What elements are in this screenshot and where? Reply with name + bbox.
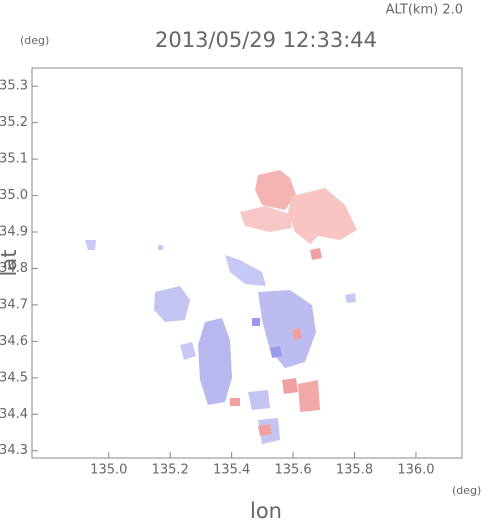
x-tick-label: 135.4 — [213, 463, 250, 478]
echo-negative — [345, 293, 356, 303]
y-tick-label: 34.9 — [0, 225, 28, 240]
x-tick-label: 135.8 — [336, 463, 373, 478]
echo-positive — [292, 328, 302, 340]
echo-positive — [255, 170, 296, 210]
echo-negative — [180, 342, 196, 360]
echo-positive — [230, 398, 240, 406]
echo-negative — [154, 286, 190, 322]
echo-negative — [248, 390, 270, 410]
x-axis-label: lon — [250, 499, 282, 521]
y-tick-label: 35.3 — [0, 79, 28, 94]
echo-positive — [298, 380, 320, 412]
y-unit: (deg) — [20, 34, 49, 47]
y-tick-label: 34.4 — [0, 407, 28, 422]
y-axis-label: lat — [0, 250, 21, 277]
x-tick-label: 135.6 — [274, 463, 311, 478]
altitude-label: ALT(km) 2.0 — [386, 3, 463, 18]
echo-negative — [270, 346, 282, 358]
x-tick-label: 135.2 — [152, 463, 189, 478]
echo-negative — [85, 240, 96, 250]
y-tick-label: 35.2 — [0, 115, 28, 130]
echo-positive — [240, 206, 292, 232]
echo-positive — [310, 248, 322, 260]
y-tick-label: 35.0 — [0, 188, 28, 203]
y-tick-label: 34.6 — [0, 334, 28, 349]
chart-title: 2013/05/29 12:33:44 — [155, 28, 377, 52]
y-tick-label: 34.3 — [0, 443, 28, 458]
x-tick-label: 136.0 — [397, 463, 434, 478]
plot-frame — [31, 67, 463, 459]
echo-negative — [198, 318, 232, 405]
x-tick-label: 135.0 — [90, 463, 127, 478]
echo-positive — [258, 424, 272, 436]
echo-field — [85, 170, 357, 444]
y-tick-label: 34.8 — [0, 261, 28, 276]
x-unit: (deg) — [452, 484, 481, 497]
echo-negative — [225, 255, 266, 286]
echo-positive — [282, 378, 298, 394]
y-tick-label: 34.7 — [0, 297, 28, 312]
echo-negative — [258, 290, 316, 368]
echo-positive — [288, 188, 357, 244]
y-tick-label: 34.5 — [0, 370, 28, 385]
echo-negative — [158, 245, 163, 250]
y-tick-label: 35.1 — [0, 152, 28, 167]
echo-negative — [252, 318, 260, 326]
